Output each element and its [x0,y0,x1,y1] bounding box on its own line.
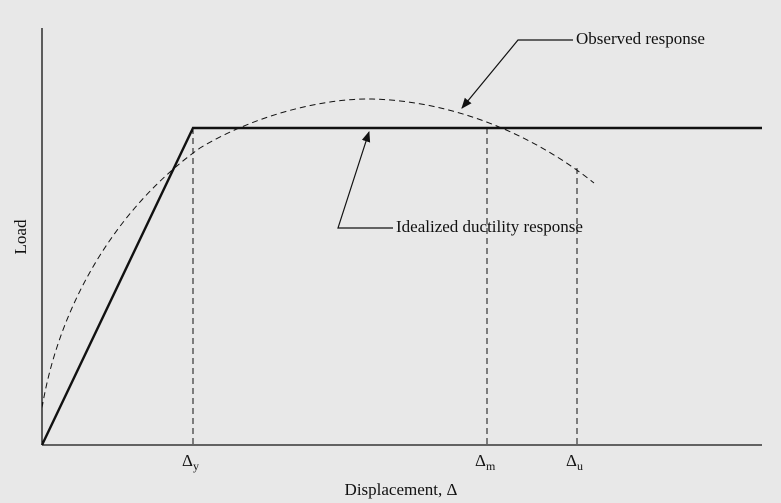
x-axis-label: Displacement, Δ [345,480,458,499]
idealized-arrow [337,130,393,229]
guides [41,98,595,445]
marker-symbol: Δ [566,451,577,470]
idealized-label: Idealized ductility response [396,217,583,236]
marker-label: Δm [475,451,496,473]
marker-sub: y [193,459,199,473]
marker-symbol: Δ [475,451,486,470]
marker-labels: Δy Δm Δu [182,451,583,473]
marker-symbol: Δ [182,451,193,470]
observed-curve [41,98,595,409]
observed-label: Observed response [576,29,705,48]
y-axis-label: Load [11,219,30,254]
marker-sub: u [577,459,583,473]
observed-arrow [461,39,573,109]
marker-sub: m [486,459,496,473]
marker-label: Δu [566,451,583,473]
marker-label: Δy [182,451,199,473]
idealized-curve [40,126,762,446]
